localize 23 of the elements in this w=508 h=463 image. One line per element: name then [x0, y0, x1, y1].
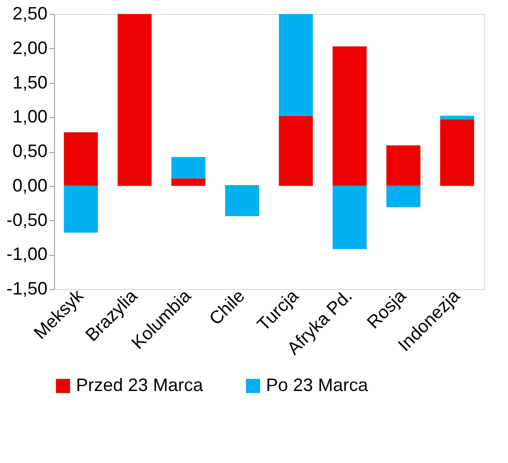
bar: [386, 186, 420, 208]
legend-label: Po 23 Marca: [266, 375, 370, 395]
bar: [64, 132, 98, 186]
bar: [278, 116, 313, 186]
bar: [386, 145, 420, 186]
y-tick-label: -0,50: [6, 210, 48, 230]
bar: [440, 119, 474, 186]
bar: [225, 186, 260, 216]
y-tick-label: 1,00: [12, 106, 48, 127]
bar: [171, 157, 206, 178]
bar: [171, 178, 206, 186]
bar: [332, 46, 367, 186]
y-tick-label: 0,50: [12, 141, 48, 161]
y-tick-label: 0,00: [12, 175, 48, 196]
bar: [118, 14, 152, 186]
y-tick-label: 1,50: [12, 72, 48, 92]
bar: [332, 186, 367, 250]
y-tick-label: 2,50: [12, 4, 48, 24]
y-tick-label: -1,00: [6, 244, 48, 264]
bar: [64, 186, 98, 233]
y-tick-label: 2,00: [12, 38, 48, 58]
legend-label: Przed 23 Marca: [76, 375, 204, 395]
bar: [278, 14, 313, 116]
